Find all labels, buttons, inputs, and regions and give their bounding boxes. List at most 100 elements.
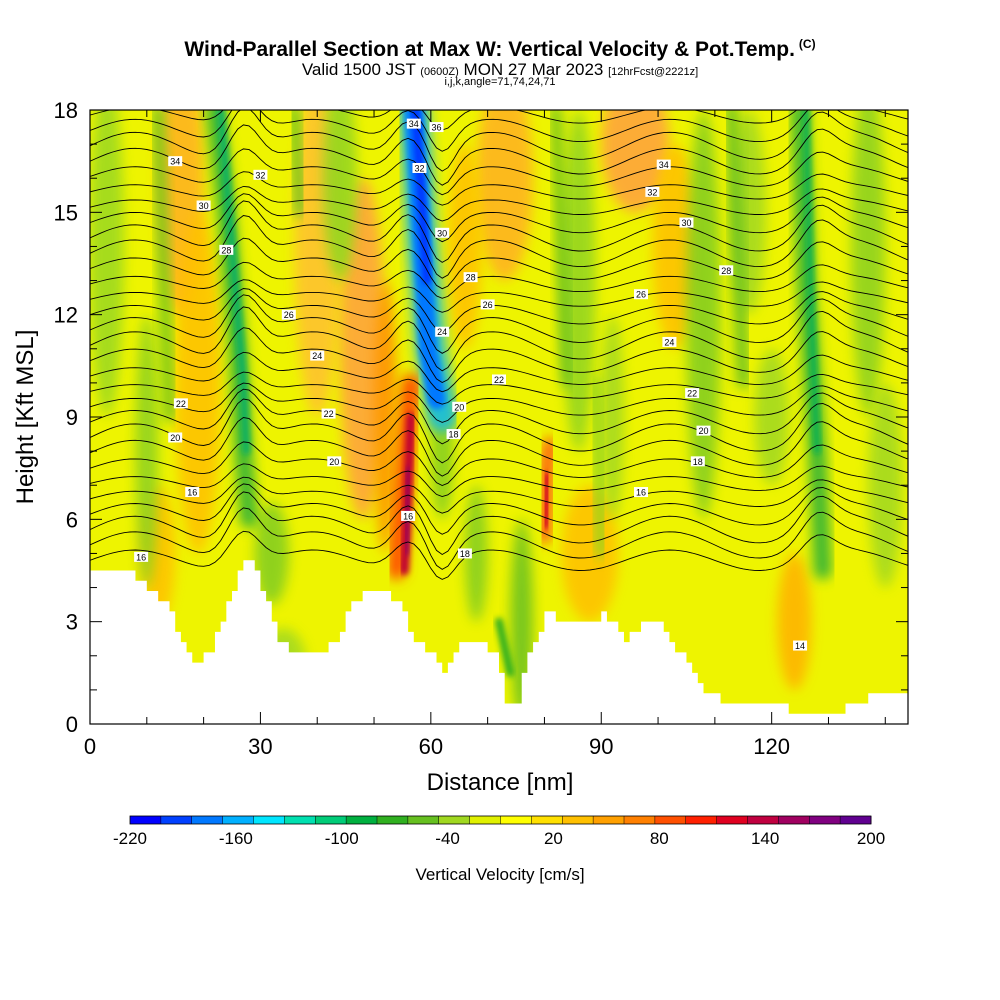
theta-label-text: 28 bbox=[221, 245, 231, 255]
theta-label: 36 bbox=[429, 122, 444, 133]
field-band bbox=[216, 110, 251, 456]
theta-label-text: 22 bbox=[494, 375, 504, 385]
theta-label-text: 16 bbox=[403, 511, 413, 521]
y-axis-title: Height [Kft MSL] bbox=[12, 330, 39, 505]
field-patch bbox=[374, 280, 397, 554]
theta-label-text: 16 bbox=[636, 488, 646, 498]
colorbar: -220 -160 -100 -40 20 80 140 200 bbox=[113, 815, 885, 848]
colorbar-swatch bbox=[222, 816, 254, 824]
theta-contour-line bbox=[90, 476, 908, 514]
grid-info: i,j,k,angle=71,74,24,71 bbox=[444, 76, 556, 88]
theta-label-text: 20 bbox=[698, 426, 708, 436]
field-band bbox=[495, 617, 515, 677]
theta-label-text: 20 bbox=[170, 433, 180, 443]
theta-label-bg bbox=[793, 640, 808, 651]
theta-contour-line bbox=[90, 507, 908, 570]
theta-contour-line bbox=[90, 185, 908, 222]
theta-label-bg bbox=[196, 200, 211, 211]
theta-label: 26 bbox=[480, 299, 495, 310]
theta-label: 32 bbox=[253, 169, 268, 180]
theta-label-bg bbox=[429, 122, 444, 133]
theta-contour-line bbox=[90, 382, 908, 423]
theta-contour-line bbox=[90, 417, 908, 477]
x-tick-label: 60 bbox=[419, 734, 443, 759]
theta-contours bbox=[90, 110, 908, 580]
theta-label: 20 bbox=[696, 425, 711, 436]
theta-label-bg bbox=[463, 272, 478, 283]
theta-label-bg bbox=[679, 217, 694, 228]
theta-contour-line bbox=[90, 306, 908, 372]
x-axis-title: Distance [nm] bbox=[427, 769, 574, 796]
colorbar-swatch bbox=[654, 816, 687, 824]
theta-label-text: 26 bbox=[636, 290, 646, 300]
theta-label-text: 30 bbox=[681, 218, 691, 228]
terrain-mask bbox=[90, 560, 908, 724]
theta-label-bg bbox=[645, 186, 660, 197]
theta-label-text: 18 bbox=[449, 430, 459, 440]
theta-label-bg bbox=[457, 548, 472, 559]
theta-contour-line bbox=[90, 388, 908, 445]
colorbar-title: Vertical Velocity [cm/s] bbox=[415, 865, 584, 884]
y-tick-label: 9 bbox=[66, 405, 78, 430]
theta-label: 22 bbox=[685, 388, 700, 399]
colorbar-tick-label: -100 bbox=[325, 829, 359, 848]
field-patch bbox=[777, 553, 812, 690]
theta-label-bg bbox=[406, 118, 421, 129]
theta-label-text: 24 bbox=[664, 337, 674, 347]
colorbar-swatch bbox=[315, 816, 347, 824]
theta-label-bg bbox=[690, 456, 705, 467]
theta-contour-line bbox=[90, 279, 908, 313]
theta-label-text: 18 bbox=[460, 549, 470, 559]
colorbar-swatch bbox=[160, 816, 193, 824]
colorbar-tick-label: 20 bbox=[544, 829, 563, 848]
theta-label: 32 bbox=[412, 162, 427, 173]
theta-label-bg bbox=[634, 487, 649, 498]
theta-label-bg bbox=[310, 350, 325, 361]
theta-label-text: 34 bbox=[409, 119, 419, 129]
theta-label-text: 24 bbox=[437, 327, 447, 337]
theta-label-bg bbox=[173, 398, 188, 409]
theta-label-bg bbox=[253, 169, 268, 180]
field-band bbox=[404, 466, 411, 556]
theta-label-text: 14 bbox=[795, 641, 805, 651]
theta-contour-line bbox=[90, 530, 908, 580]
theta-label: 34 bbox=[406, 118, 421, 129]
colorbar-swatch bbox=[840, 816, 872, 824]
colorbar-swatch bbox=[500, 816, 532, 824]
valid-zulu: (0600Z) bbox=[420, 66, 459, 78]
theta-contour-line bbox=[90, 110, 908, 152]
x-tick-label: 0 bbox=[84, 734, 96, 759]
chart-title-text: Wind-Parallel Section at Max W: Vertical… bbox=[184, 38, 795, 61]
theta-label-text: 18 bbox=[693, 457, 703, 467]
y-tick-label: 6 bbox=[66, 507, 78, 532]
field-band bbox=[590, 377, 607, 559]
colorbar-swatch bbox=[562, 816, 594, 824]
theta-contour-line bbox=[90, 193, 908, 243]
theta-contour-line bbox=[90, 110, 908, 172]
title-mark: (C) bbox=[798, 37, 816, 51]
field-patch bbox=[601, 314, 624, 520]
colorbar-tick-label: 140 bbox=[751, 829, 779, 848]
theta-contour-line bbox=[90, 261, 908, 299]
y-tick-label: 12 bbox=[54, 303, 78, 328]
theta-label-bg bbox=[168, 432, 183, 443]
theta-label: 16 bbox=[634, 487, 649, 498]
theta-label-text: 26 bbox=[284, 310, 294, 320]
theta-contour-line bbox=[90, 483, 908, 535]
field-patch bbox=[175, 212, 221, 554]
theta-label-bg bbox=[327, 456, 342, 467]
theta-label-bg bbox=[185, 487, 200, 498]
field-patch bbox=[135, 314, 159, 588]
field-band bbox=[725, 110, 750, 389]
theta-label-bg bbox=[662, 336, 677, 347]
field-patch bbox=[686, 110, 721, 520]
terrain bbox=[90, 560, 908, 724]
theta-contour-line bbox=[90, 463, 908, 497]
theta-contour-line bbox=[90, 215, 908, 279]
colorbar-swatch bbox=[438, 816, 471, 824]
field-patch bbox=[601, 110, 670, 213]
x-tick-label: 90 bbox=[589, 734, 613, 759]
field-patch bbox=[652, 144, 698, 349]
colorbar-swatch bbox=[809, 816, 841, 824]
